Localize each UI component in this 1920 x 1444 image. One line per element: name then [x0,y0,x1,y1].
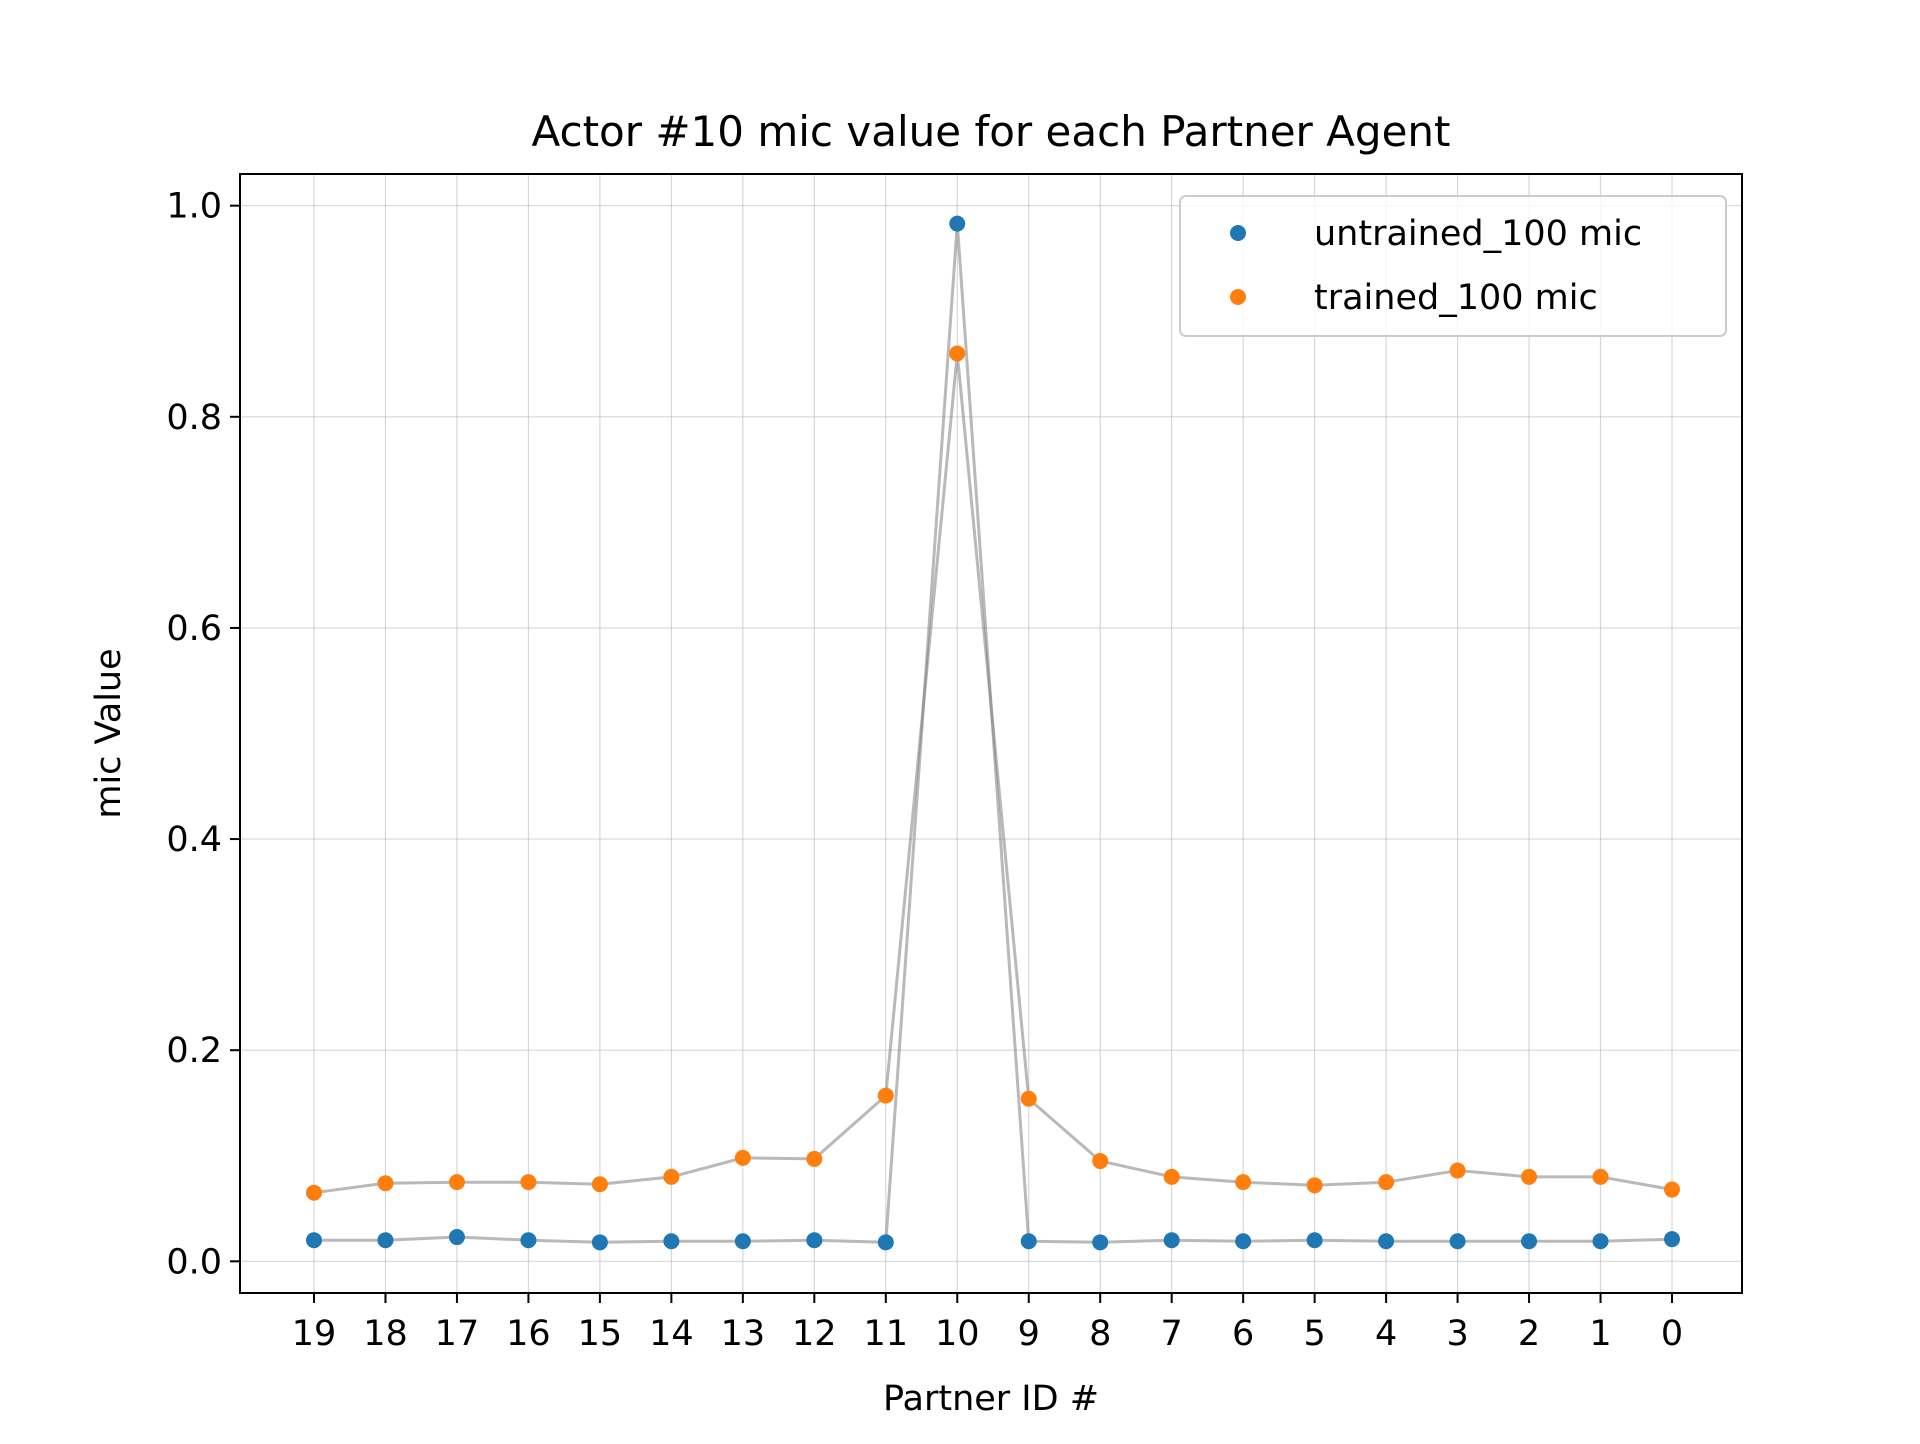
x-tick-label: 8 [1089,1314,1111,1354]
data-point-series-0 [520,1232,537,1249]
ticks-layer: 19 18 17 16 15 14 13 12 11 10 9 8 7 6 5 4 3 2 1 00.00.20.40… [166,187,1683,1354]
y-axis-label: mic Value [89,648,129,818]
x-tick-label: 7 [1161,1314,1183,1354]
data-point-series-0 [1449,1233,1466,1250]
data-point-series-1 [448,1174,465,1191]
x-tick-label: 9 [1018,1314,1040,1354]
legend-label-trained: trained_100 mic [1314,278,1598,318]
data-point-series-1 [1664,1181,1680,1198]
data-point-series-1 [591,1176,608,1193]
x-tick-label: 15 [578,1314,623,1354]
data-point-series-0 [1664,1231,1680,1248]
x-tick-label: 5 [1303,1314,1325,1354]
data-point-series-1 [306,1184,322,1201]
data-point-series-0 [734,1233,751,1250]
data-point-series-1 [1449,1162,1466,1179]
data-point-series-0 [1306,1232,1323,1249]
data-point-series-0 [1378,1233,1395,1250]
y-tick-label: 0.6 [166,609,222,649]
data-point-series-0 [1020,1233,1037,1250]
data-point-series-1 [1020,1090,1037,1107]
connector-lines-layer [313,223,1673,1244]
series-connector-line-1 [313,353,1673,1195]
x-tick-label: 12 [792,1314,837,1354]
x-tick-label: 4 [1375,1314,1397,1354]
data-point-series-1 [1163,1168,1180,1185]
data-point-series-0 [591,1234,608,1251]
y-tick-label: 0.0 [166,1242,222,1282]
x-axis-label: Partner ID # [883,1379,1099,1419]
data-point-series-0 [448,1229,465,1246]
data-point-series-1 [663,1168,680,1185]
x-tick-label: 14 [649,1314,694,1354]
x-tick-label: 11 [864,1314,909,1354]
chart-title: Actor #10 mic value for each Partner Age… [532,107,1451,156]
y-tick-label: 1.0 [166,187,222,227]
data-point-series-0 [1092,1234,1109,1251]
x-tick-label: 1 [1589,1314,1611,1354]
data-point-series-0 [806,1232,823,1249]
data-point-series-1 [1592,1168,1609,1185]
data-point-series-1 [949,345,966,362]
data-point-series-0 [1592,1233,1609,1250]
y-tick-label: 0.2 [166,1031,222,1071]
data-point-series-0 [377,1232,394,1249]
data-point-series-0 [1521,1233,1538,1250]
data-point-series-1 [877,1087,894,1104]
x-tick-label: 19 [292,1314,337,1354]
data-point-series-1 [806,1150,823,1167]
legend-box [1179,195,1727,337]
x-tick-label: 13 [721,1314,766,1354]
x-tick-label: 6 [1232,1314,1254,1354]
data-point-series-0 [949,215,966,232]
data-point-series-1 [1521,1168,1538,1185]
x-tick-label: 10 [935,1314,980,1354]
data-point-series-1 [520,1174,537,1191]
data-point-series-0 [663,1233,680,1250]
y-tick-label: 0.8 [166,398,222,438]
x-tick-label: 18 [363,1314,408,1354]
data-point-series-1 [377,1175,394,1192]
x-tick-label: 17 [435,1314,480,1354]
legend: untrained_100 mic trained_100 mic [1179,195,1727,337]
axes-frame [239,173,1743,1294]
legend-label-untrained: untrained_100 mic [1314,214,1642,254]
data-point-series-1 [1092,1153,1109,1170]
data-points-layer [306,215,1680,1251]
x-tick-label: 16 [506,1314,551,1354]
data-point-series-0 [1235,1233,1252,1250]
y-tick-label: 0.4 [166,820,222,860]
legend-marker-untrained [1230,225,1246,241]
data-point-series-0 [877,1234,894,1251]
data-point-series-0 [1163,1232,1180,1249]
data-point-series-1 [1235,1174,1252,1191]
x-tick-label: 2 [1518,1314,1540,1354]
data-point-series-1 [1378,1174,1395,1191]
data-point-series-0 [306,1232,322,1249]
x-tick-label: 0 [1661,1314,1683,1354]
legend-marker-trained [1230,289,1246,305]
data-point-series-1 [734,1149,751,1166]
x-tick-label: 3 [1446,1314,1468,1354]
data-point-series-1 [1306,1177,1323,1194]
